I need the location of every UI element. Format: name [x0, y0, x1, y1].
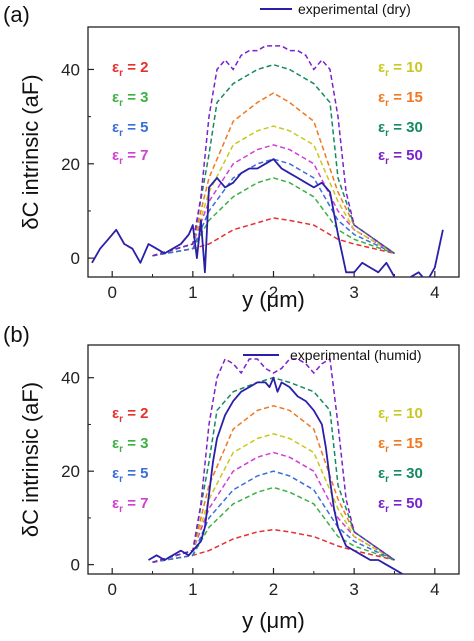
- panel-a-x-tick-label: 1: [188, 283, 197, 302]
- panel-a-series-eps-7: [152, 144, 395, 257]
- panel-b-series-eps-7: [152, 451, 395, 564]
- panel-a-series-eps-3: [152, 177, 395, 257]
- panel-b-x-tick-label: 0: [107, 580, 116, 599]
- panel-b-y-tick-label: 40: [61, 369, 80, 388]
- panel-b-series-eps-5: [152, 470, 395, 564]
- panel-a-eps-label-50: εr = 50: [378, 147, 423, 167]
- panel-a-eps-label-5: εr = 5: [112, 119, 148, 139]
- panel-b-x-tick-label: 2: [269, 580, 278, 599]
- panel-b-eps-label-7: εr = 7: [112, 495, 148, 515]
- panel-a-series-eps-15: [152, 92, 395, 257]
- panel-a-eps-label-30: εr = 30: [378, 119, 423, 139]
- panel-b-x-tick-label: 1: [188, 580, 197, 599]
- panel-b-y-tick-label: 0: [71, 556, 80, 575]
- panel-a-series-experimental: [91, 158, 444, 277]
- panel-b-eps-label-3: εr = 3: [112, 435, 148, 455]
- panel-b-x-axis-title: y (μm): [242, 608, 305, 633]
- panel-b-y-axis-title: δC intrinsic (aF): [18, 382, 43, 537]
- panel-a-x-tick-label: 0: [107, 283, 116, 302]
- panel-a-eps-label-7: εr = 7: [112, 147, 148, 167]
- panel-b-x-tick-label: 3: [349, 580, 358, 599]
- panel-b-series-eps-50: [152, 357, 395, 564]
- panel-a-series-eps-30: [152, 63, 395, 257]
- panel-a-eps-label-2: εr = 2: [112, 59, 148, 79]
- panel-a-series-eps-50: [152, 45, 395, 257]
- panel-a-series-eps-10: [152, 125, 395, 257]
- panel-a-eps-label-15: εr = 15: [378, 89, 423, 109]
- panel-b-panel-letter: (b): [3, 322, 30, 347]
- panel-b-eps-label-2: εr = 2: [112, 405, 148, 425]
- panel-a-panel-letter: (a): [3, 2, 30, 27]
- panel-a-x-axis-title: y (μm): [242, 287, 305, 312]
- panel-b-y-tick-label: 20: [61, 462, 80, 481]
- panel-a-x-tick-label: 2: [269, 283, 278, 302]
- panel-b-series-eps-15: [152, 405, 395, 564]
- panel-a-y-axis-title: δC intrinsic (aF): [18, 74, 43, 229]
- panel-a-legend-label: experimental (dry): [298, 1, 411, 17]
- panel-b-legend-label: experimental (humid): [290, 347, 422, 363]
- panel-b-series-eps-10: [152, 433, 395, 564]
- panel-b-eps-label-10: εr = 10: [378, 405, 423, 425]
- panel-b-x-tick-label: 4: [430, 580, 439, 599]
- panel-b-series-experimental: [148, 376, 403, 574]
- panel-a-series-eps-5: [152, 158, 395, 257]
- panel-a-y-tick-label: 0: [71, 249, 80, 268]
- panel-a-eps-label-10: εr = 10: [378, 59, 423, 79]
- panel-a-x-tick-label: 4: [430, 283, 439, 302]
- panel-a-eps-label-3: εr = 3: [112, 89, 148, 109]
- panel-a-y-tick-label: 20: [61, 155, 80, 174]
- panel-a-x-tick-label: 3: [349, 283, 358, 302]
- panel-b-eps-label-50: εr = 50: [378, 495, 423, 515]
- panel-a-y-tick-label: 40: [61, 60, 80, 79]
- panel-b-series-eps-2: [152, 528, 395, 564]
- panel-b-series-eps-3: [152, 486, 395, 564]
- panel-b-eps-label-5: εr = 5: [112, 465, 148, 485]
- panel-b-eps-label-15: εr = 15: [378, 435, 423, 455]
- panel-b-eps-label-30: εr = 30: [378, 465, 423, 485]
